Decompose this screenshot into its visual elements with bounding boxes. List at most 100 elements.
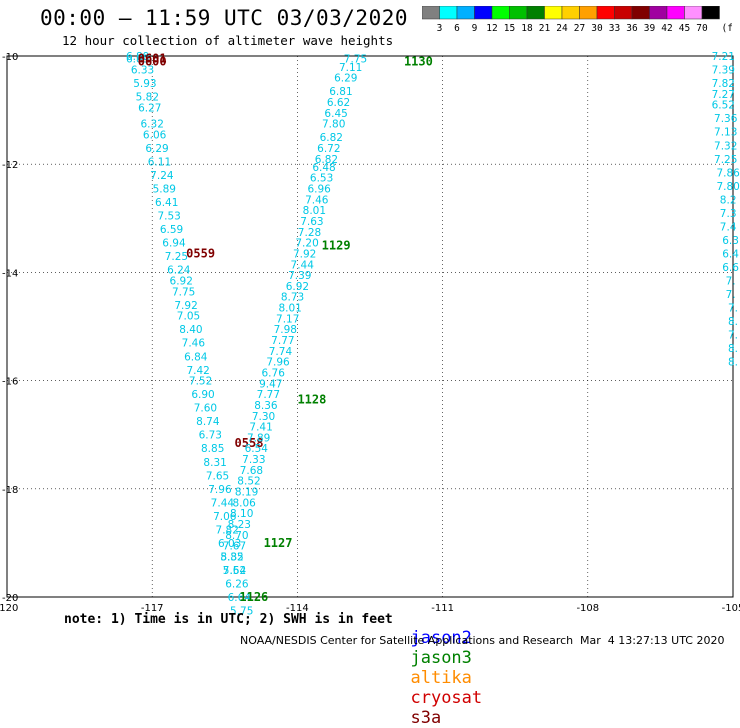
swh-value-cryosat: 7.05 [177, 311, 200, 323]
swh-value-cryosat: 7.60 [194, 403, 217, 415]
swh-value-s3a: 6.6 [722, 262, 739, 274]
swh-value-cryosat: 7.52 [189, 376, 212, 388]
swh-value-jason3: 9.47 [259, 378, 282, 390]
swh-value-cryosat: 6.33 [131, 65, 154, 77]
swh-value-cryosat: 6.06 [143, 129, 167, 141]
swh-value-jason3: 7.46 [305, 194, 329, 206]
swh-value-jason3: 6.82 [315, 154, 338, 166]
swh-value-cryosat: 6.89 [126, 51, 149, 63]
time-label-jason3: 1127 [264, 536, 293, 550]
sat-jason2-label: jason2 [410, 628, 472, 648]
time-label-jason3: 1129 [322, 238, 351, 252]
swh-value-cryosat: 6.84 [184, 351, 208, 363]
legend-tick-label: 33 [609, 23, 620, 34]
swh-value-jason3: 7.92 [293, 248, 316, 260]
swh-value-jason3: 8.82 [220, 551, 243, 563]
swh-value-jason3: 7.68 [240, 465, 263, 477]
swh-value-s3a: 6.52 [712, 100, 735, 112]
swh-value-jason3: 7.44 [291, 259, 315, 271]
swh-value-jason3: 7.77 [271, 335, 294, 347]
time-label-jason3: 1128 [297, 393, 326, 407]
satellite-legend: jason2 jason3 altika cryosat s3a [390, 608, 482, 728]
swh-value-s3a: 7.4 [720, 221, 737, 233]
swh-value-s3a: 7. [728, 303, 738, 315]
swh-value-cryosat: 7.96 [208, 484, 232, 496]
legend-tick-label: 36 [626, 23, 638, 34]
legend-tick-label: 3 [437, 23, 443, 34]
swh-value-s3a: 7.21 [712, 51, 735, 63]
legend-tick-label: 70 [696, 23, 708, 34]
swh-value-cryosat: 8.31 [203, 457, 226, 469]
swh-value-jason3: 7.80 [322, 119, 345, 131]
x-tick-label: -105 [722, 603, 740, 614]
swh-value-cryosat: 7.44 [211, 497, 235, 509]
legend-tick-label: 9 [472, 23, 478, 34]
swh-value-cryosat: 6.27 [138, 102, 161, 114]
y-tick-label: -10 [2, 52, 18, 63]
swh-value-jason3: 8.70 [225, 530, 248, 542]
swh-value-cryosat: 7.46 [182, 338, 206, 350]
swh-value-cryosat: 6.03 [218, 538, 241, 550]
swh-value-jason3: 7.20 [295, 238, 318, 250]
swh-value-jason3: 6.29 [334, 73, 357, 85]
time-label-jason3: 1126 [239, 590, 268, 604]
swh-value-jason3: 7.89 [247, 432, 270, 444]
legend-tick-label: 21 [539, 23, 551, 34]
y-tick-label: -18 [2, 485, 18, 496]
sat-s3a-label: s3a [410, 708, 442, 728]
swh-value-cryosat: 6.73 [199, 430, 222, 442]
swh-value-jason3: 7.39 [288, 270, 311, 282]
swh-value-cryosat: 7.42 [186, 365, 209, 377]
swh-value-jason3: 6.96 [307, 184, 331, 196]
legend-tick-label: 39 [644, 23, 656, 34]
sat-cryosat-label: cryosat [410, 688, 483, 708]
swh-value-cryosat: 6.24 [167, 265, 191, 277]
swh-value-jason3: 6.45 [324, 108, 347, 120]
swh-value-s3a: 8. [728, 316, 738, 328]
swh-value-cryosat: 6.29 [145, 143, 168, 155]
time-label-cryosat: 0601 [138, 52, 167, 66]
swh-value-jason3: 6.81 [329, 86, 352, 98]
swh-value-jason3: 8.23 [228, 519, 251, 531]
swh-value-cryosat: 8.40 [179, 324, 202, 336]
swh-value-cryosat: 6.64 [228, 592, 252, 604]
legend-tick-label: 24 [556, 23, 568, 34]
timestamp-text: Mar 4 13:27:13 UTC 2020 [580, 634, 725, 647]
time-label-cryosat: 0558 [235, 436, 264, 450]
swh-value-s3a: 7.80 [716, 181, 739, 193]
swh-value-s3a: 7.82 [712, 78, 735, 90]
swh-value-jason3: 8.01 [303, 205, 326, 217]
swh-value-s3a: 7. [726, 276, 736, 288]
credit-text: NOAA/NESDIS Center for Satellite Applica… [240, 634, 574, 647]
swh-value-jason3: 8.19 [235, 487, 258, 499]
swh-value-jason3: 7.98 [274, 324, 297, 336]
swh-value-s3a: 7. [726, 289, 736, 301]
footer-note: note: 1) Time is in UTC; 2) SWH is in fe… [64, 612, 393, 627]
x-tick-label: -120 [0, 603, 18, 614]
legend-tick-label: 42 [661, 23, 672, 34]
swh-value-jason3: 7.96 [266, 357, 290, 369]
swh-value-jason3: 7.63 [300, 216, 323, 228]
swh-value-cryosat: 5.82 [136, 92, 159, 104]
legend-tick-label: 27 [574, 23, 585, 34]
chart-subtitle: 12 hour collection of altimeter wave hei… [62, 33, 394, 48]
sat-altika-label: altika [410, 668, 472, 688]
swh-value-jason3: 7.30 [252, 411, 275, 423]
y-tick-label: -16 [2, 377, 18, 388]
time-label-cryosat: 0600 [138, 54, 167, 68]
swh-value-jason3: 8.10 [230, 508, 253, 520]
swh-value-cryosat: 6.94 [162, 238, 186, 250]
chart-title: 00:00 – 11:59 UTC 03/03/2020 [40, 6, 409, 30]
swh-value-cryosat: 6.90 [191, 389, 214, 401]
swh-value-s3a: 8.2 [720, 194, 737, 206]
swh-value-s3a: 6.3 [722, 235, 739, 247]
plot-area: -120 -117 -114 -111 -108 -105 -10 -12 -14 -16 -18 -… [0, 51, 740, 618]
swh-value-s3a: 7.39 [712, 65, 735, 77]
legend-tick-label: 6 [454, 23, 460, 34]
swh-value-jason3: 7.77 [257, 389, 280, 401]
y-tick-label: -12 [2, 160, 18, 171]
x-tick-label: -108 [576, 603, 599, 614]
swh-value-cryosat: 8.74 [196, 416, 220, 428]
swh-value-cryosat: 6.26 [225, 578, 249, 590]
